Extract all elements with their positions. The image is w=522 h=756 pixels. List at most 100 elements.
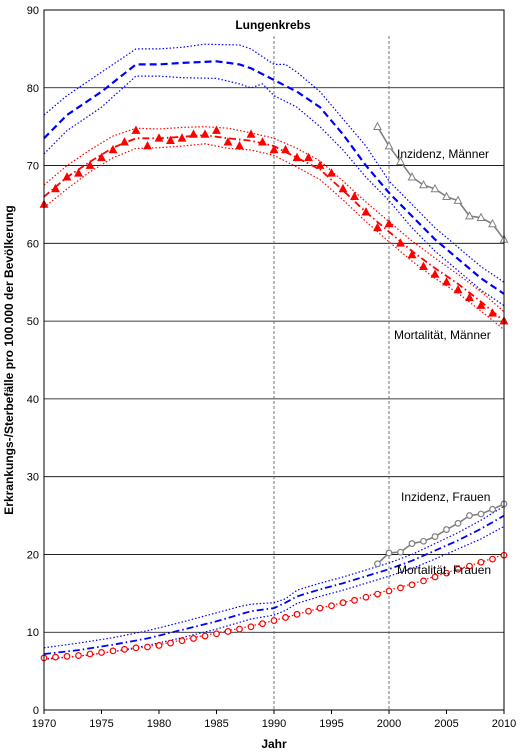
data-point-8 [465,211,474,220]
data-point-16 [224,628,232,635]
y-tick-label: 40 [27,394,39,406]
data-point-38 [476,300,486,309]
series-9 [43,505,505,649]
data-point-0 [373,121,382,130]
series-line-9 [43,505,505,649]
data-point-2 [397,548,404,556]
data-point-15 [213,630,220,638]
data-point-34 [430,269,440,278]
data-point-9 [144,643,151,651]
data-point-16 [223,137,233,146]
chart-title: Lungenkrebs [235,18,311,32]
data-point-1 [51,183,60,193]
data-point-4 [85,160,95,169]
data-point-10 [155,642,163,649]
data-point-5 [431,533,439,540]
data-point-32 [407,249,417,259]
series-line-2 [43,75,505,307]
data-point-13 [190,635,197,642]
data-point-36 [454,565,462,573]
data-point-29 [373,222,382,232]
y-tick-label: 60 [27,238,39,250]
data-point-7 [453,195,463,204]
data-point-23 [305,607,312,615]
data-point-1 [52,653,59,661]
data-point-14 [200,129,210,138]
x-axis-label: Jahr [261,737,287,751]
series-line-5 [43,143,505,331]
data-point-22 [292,152,302,162]
annotation-incidence-women: Inzidenz, Frauen [401,490,490,504]
series-6 [39,125,509,325]
data-point-14 [201,632,209,640]
series-2 [43,75,505,307]
data-point-6 [442,191,451,200]
plot-frame [43,9,505,711]
data-point-28 [362,593,370,601]
data-point-8 [131,125,141,134]
data-point-30 [385,587,393,595]
series-line-0 [43,60,505,295]
series-11 [43,553,505,660]
data-point-23 [304,152,313,162]
annotation-mortality-men: Mortalität, Männer [394,328,491,342]
data-point-37 [465,292,474,302]
x-tick-labels: 1970 1975 1980 1985 1990 1995 2000 2005 2010 [32,710,516,730]
data-point-19 [259,620,266,628]
series-line-11 [43,553,505,660]
data-point-18 [246,129,256,138]
data-point-7 [120,137,129,146]
data-point-4 [86,650,94,658]
y-tick-label: 10 [27,627,39,639]
series-13 [374,500,508,568]
data-point-8 [132,644,140,652]
data-point-26 [339,599,347,607]
x-tick-label: 1970 [32,718,56,730]
data-point-33 [419,261,428,270]
data-point-7 [121,645,128,653]
series-8 [43,514,505,655]
data-point-7 [454,519,462,527]
data-point-20 [269,144,279,154]
data-point-25 [327,168,336,177]
data-point-19 [258,137,267,146]
x-tick-label: 1985 [204,718,228,730]
y-axis-label: Erkrankungs-/Sterbefälle pro 100.000 der… [2,205,16,514]
data-point-37 [466,562,473,570]
data-point-9 [477,510,485,518]
data-point-33 [420,577,427,585]
data-point-21 [282,614,289,621]
data-point-2 [396,156,405,165]
data-point-35 [442,277,451,286]
data-point-5 [98,649,105,656]
data-point-5 [430,183,440,193]
series-0 [43,60,505,295]
data-point-5 [97,152,106,162]
x-tick-label: 2000 [377,718,401,730]
series-line-8 [43,514,505,655]
y-tick-label: 50 [27,316,39,328]
data-point-39 [488,308,497,317]
data-point-27 [351,596,358,604]
data-point-26 [338,183,348,193]
y-tick-label: 20 [27,549,39,561]
y-tick-label: 0 [33,705,39,717]
data-point-2 [62,172,72,181]
data-point-20 [270,617,278,624]
data-point-21 [281,144,290,154]
x-tick-label: 1975 [89,718,113,730]
data-point-1 [384,141,394,150]
y-tick-label: 80 [27,83,39,95]
series-layer [39,43,509,662]
data-point-6 [108,144,118,154]
x-tick-label: 1980 [147,718,171,730]
x-tick-label: 1990 [262,718,286,730]
data-point-1 [385,549,393,557]
y-tick-label: 70 [27,161,39,173]
annotation-mortality-women: Mortalität, Frauen [397,563,491,577]
data-point-32 [408,581,416,589]
data-point-9 [476,212,486,221]
y-tick-label: 90 [27,5,39,17]
data-point-11 [167,639,174,647]
series-1 [43,43,505,283]
